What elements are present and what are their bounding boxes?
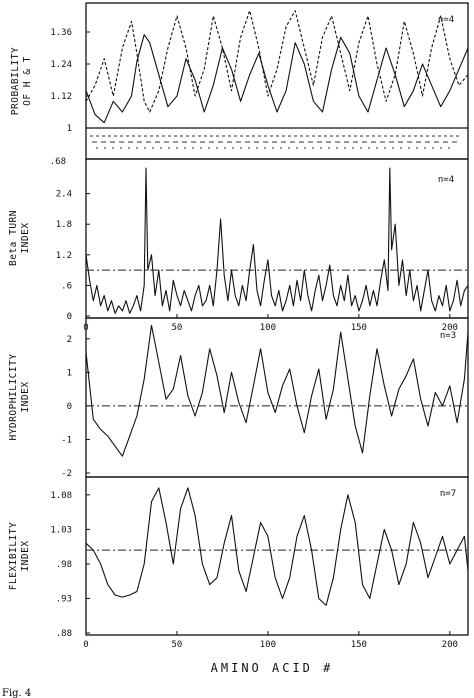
panel-beta-turn-ticks: 0.61.21.82.40 50 100 150 200 — [56, 190, 458, 333]
y-tick-label: .98 — [56, 560, 72, 570]
y-tick-label: 1.03 — [50, 525, 72, 535]
panel-flexibility-ticks: .88 .93 .98 1.03 1.08 0 50 100 150 200 — [50, 491, 458, 650]
panel-beta-turn-ylabel-line1: Beta TURN — [8, 210, 19, 266]
y-tick-label: 2.4 — [56, 190, 72, 200]
x-tick-label: 100 — [260, 323, 276, 333]
x-tick-label: 0 — [83, 640, 88, 650]
series-line — [85, 487, 469, 606]
y-tick-label: 2 — [67, 335, 72, 345]
panel-flexibility-ylabel-line1: FLEXIBILITY — [8, 522, 19, 590]
series-line-dashed — [85, 10, 469, 113]
panel-flexibility-frame — [85, 476, 469, 636]
panel-probability-ylabel-line1: PROBABILITY — [10, 47, 21, 115]
panel-probability: PROBABILITY OF H & T n=4 .68 1 1.12 1.24 1.… — [10, 2, 469, 167]
x-tick-label: 50 — [172, 640, 183, 650]
panel-hydrophilicity-annotation: n=3 — [440, 331, 456, 341]
y-tick-label: .6 — [61, 281, 72, 291]
y-tick-label: -2 — [61, 469, 72, 479]
y-tick-label: 1.36 — [50, 28, 72, 38]
panel-probability-annotation: n=4 — [438, 15, 454, 25]
panel-flexibility-ylabel-line2: INDEX — [20, 540, 31, 571]
x-tick-label: 50 — [172, 323, 183, 333]
x-tick-label: 100 — [260, 640, 276, 650]
panel-hydrophilicity-ylabel-line2: INDEX — [20, 381, 31, 412]
panel-beta-turn-ylabel-line2: INDEX — [20, 222, 31, 253]
panel-beta-turn-annotation: n=4 — [438, 175, 454, 185]
y-tick-label: 0 — [67, 402, 72, 412]
figure-caption: Fig. 4 — [2, 688, 31, 698]
y-tick-label: 1.12 — [50, 92, 72, 102]
panel-hydrophilicity-series — [85, 324, 469, 457]
series-line — [85, 34, 469, 124]
y-tick-label: 1.8 — [56, 220, 72, 230]
panel-flexibility-series — [85, 487, 469, 606]
y-tick-label: 0 — [67, 312, 72, 322]
y-tick-label: .88 — [56, 629, 72, 639]
panel-hydrophilicity: HYDROPHILICITY INDEX n=3 -2 -1 0 1 2 — [8, 317, 469, 479]
y-tick-label: 1 — [67, 124, 72, 134]
panel-probability-yticks: 1 1.12 1.24 1.36 — [50, 28, 90, 134]
panel-probability-series — [85, 10, 469, 124]
panel-probability-structure-bars — [90, 135, 462, 149]
panel-hydrophilicity-frame — [85, 317, 469, 478]
y-tick-label: .93 — [56, 594, 72, 604]
y-tick-label: -1 — [61, 435, 72, 445]
series-line — [85, 167, 469, 314]
x-axis-label: AMINO ACID # — [211, 661, 334, 675]
x-tick-label: 200 — [442, 640, 458, 650]
panel-hydrophilicity-ylabel-line1: HYDROPHILICITY — [8, 353, 19, 440]
x-tick-label: 150 — [351, 640, 367, 650]
x-tick-label: 150 — [351, 323, 367, 333]
y-tick-label: 1.24 — [50, 60, 72, 70]
panel-probability-ylabel-line2: OF H & T — [22, 56, 33, 106]
x-tick-label: 200 — [442, 323, 458, 333]
series-line — [85, 324, 469, 457]
panel-beta-turn: Beta TURN INDEX n=4 0.61.21.82.40 50 100 15… — [8, 158, 469, 333]
y-tick-label: 1 — [67, 368, 72, 378]
panel-probability-bottom-label: .68 — [50, 157, 66, 167]
y-tick-label: 1.08 — [50, 491, 72, 501]
panel-beta-turn-series — [85, 167, 469, 314]
panel-flexibility: FLEXIBILITY INDEX n=7 .88 .93 .98 1.03 1.08 0… — [8, 476, 469, 650]
y-tick-label: 1.2 — [56, 251, 72, 261]
panel-flexibility-annotation: n=7 — [440, 489, 456, 499]
